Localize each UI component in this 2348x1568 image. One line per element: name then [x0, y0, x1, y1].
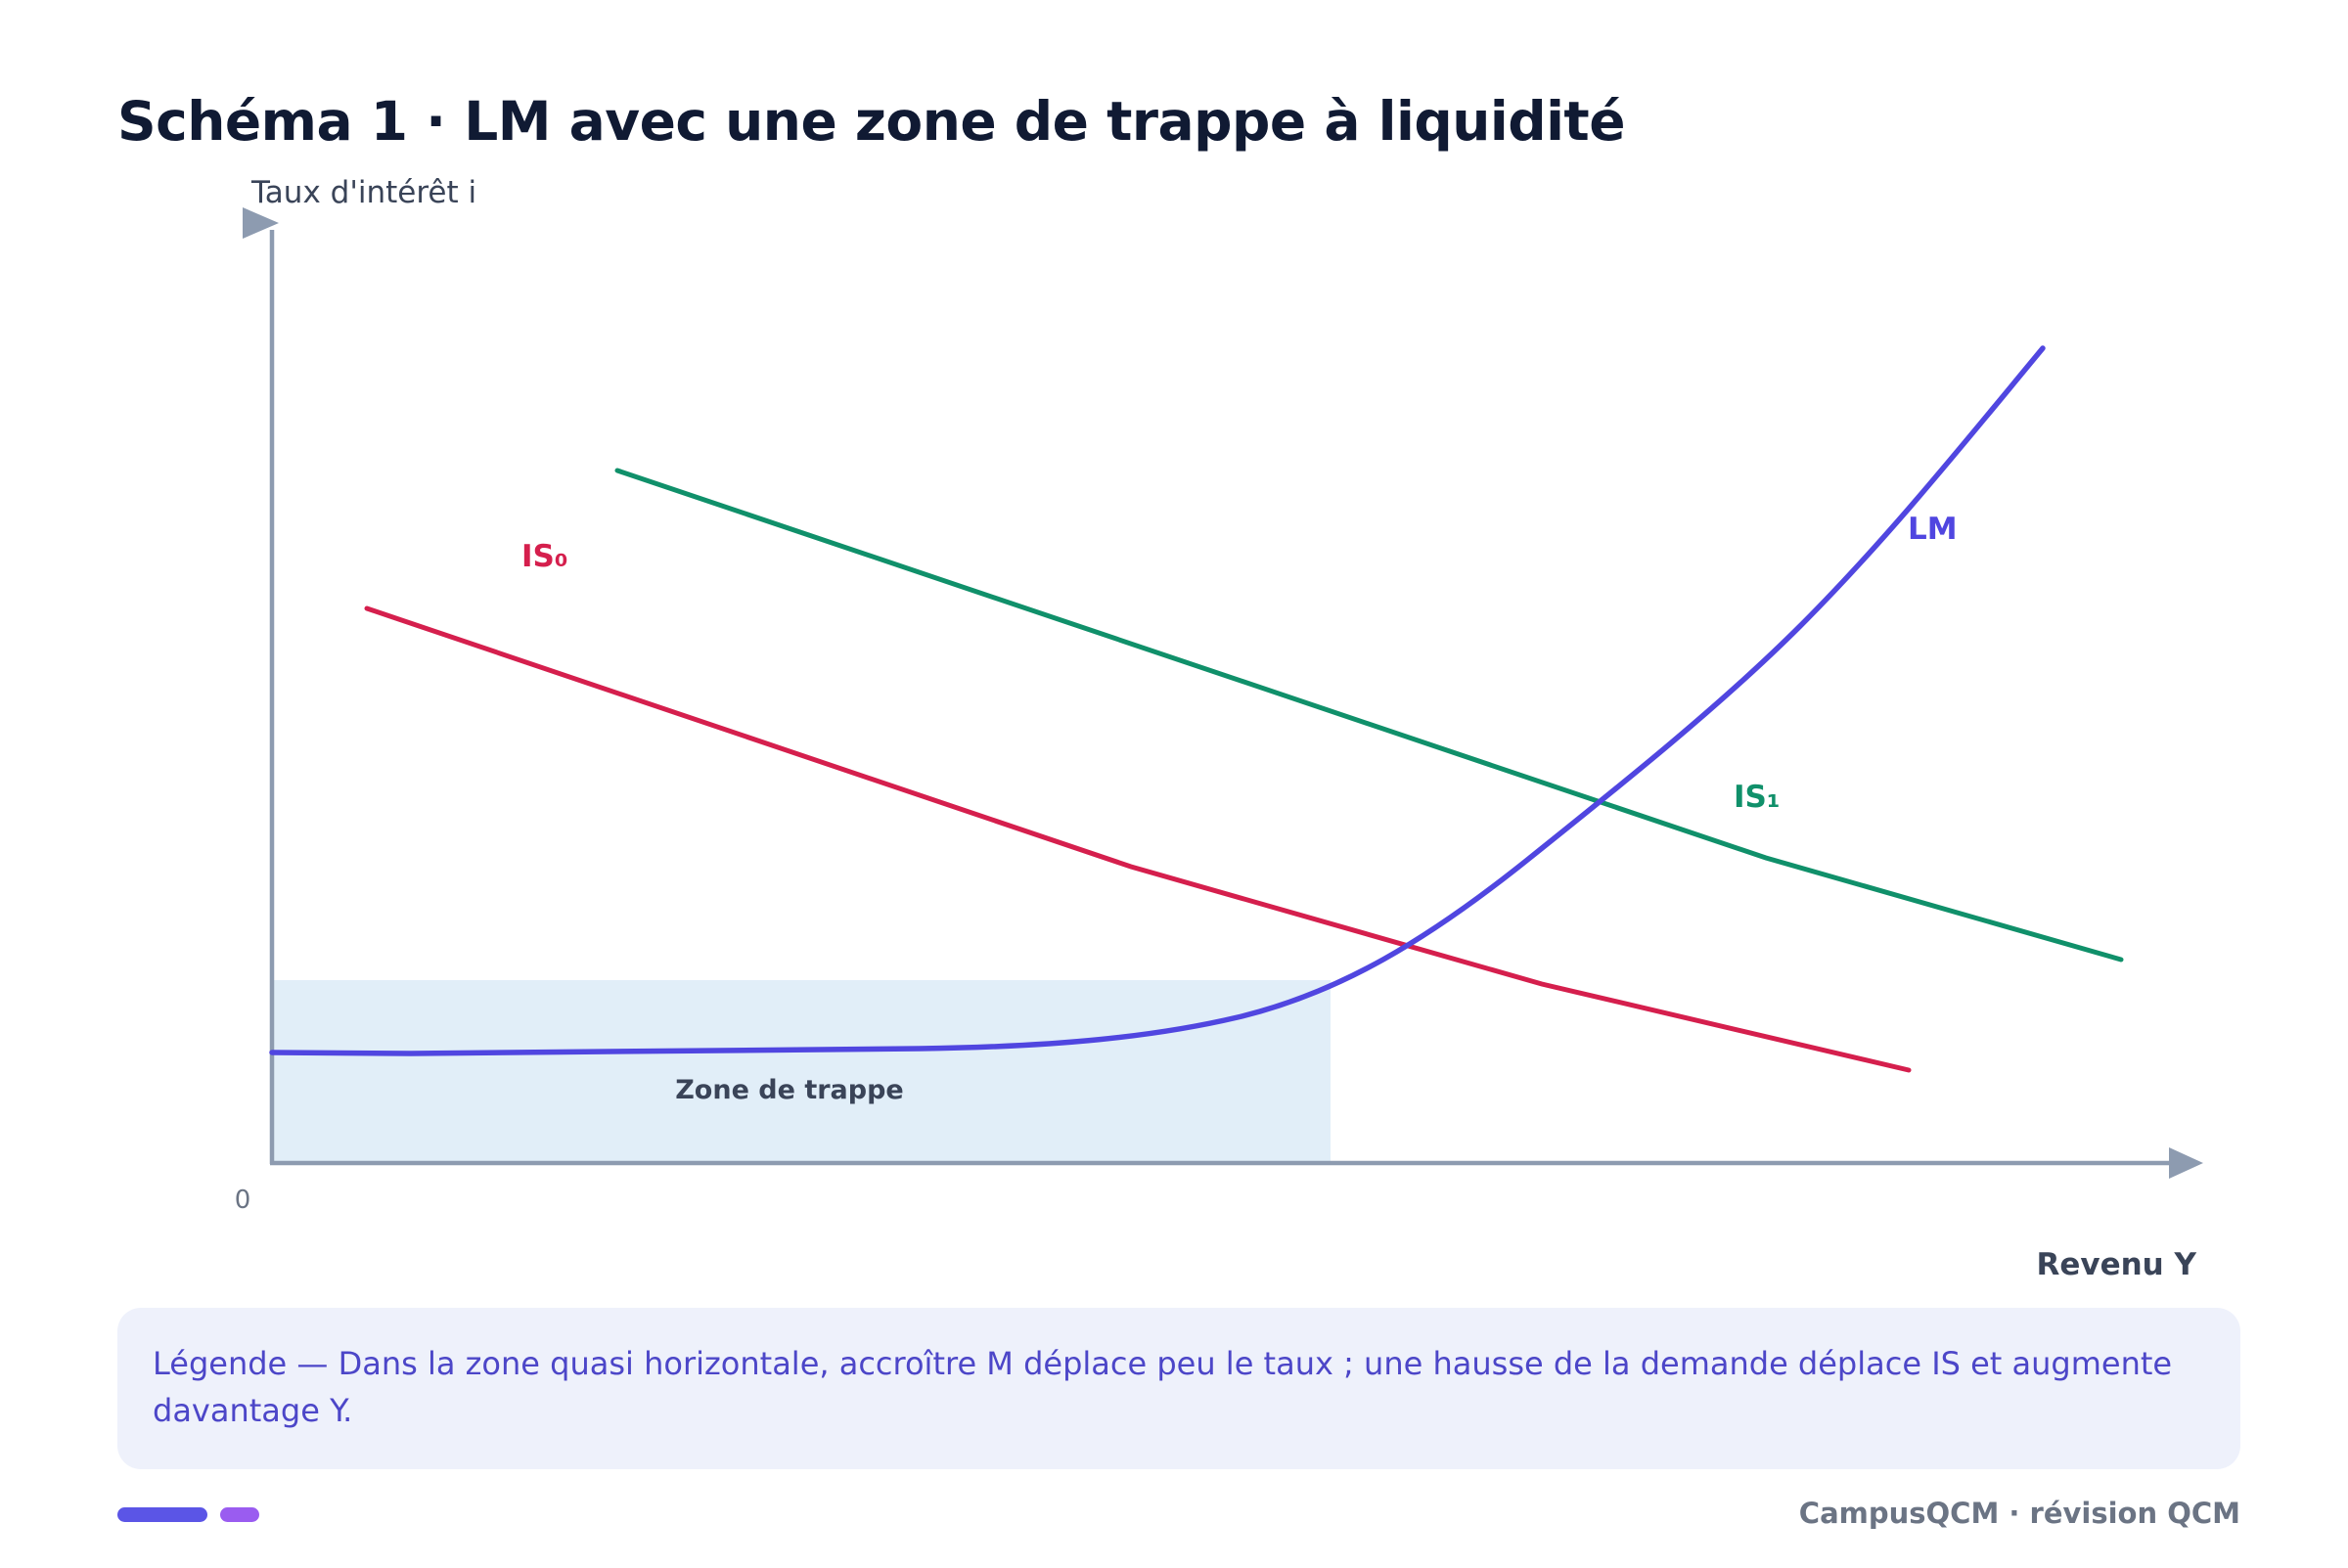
is0-label: IS₀: [521, 539, 567, 574]
is1-curve: [614, 468, 2124, 963]
liquidity-trap-zone: [272, 980, 1331, 1162]
islm-diagram: Taux d'intérêt i Revenu Y 0 Zone de trap…: [235, 175, 2203, 1282]
page-title: Schéma 1 · LM avec une zone de trappe à …: [117, 90, 1626, 153]
is1-label: IS₁: [1734, 780, 1780, 815]
zone-label: Zone de trappe: [675, 1075, 904, 1105]
is0-curve: [364, 605, 1912, 1073]
y-axis-label: Taux d'intérêt i: [250, 175, 476, 210]
legend-box: Légende — Dans la zone quasi horizontale…: [117, 1308, 2240, 1469]
x-axis-arrow-icon: [2169, 1147, 2203, 1179]
decorative-accent-bar: [117, 1507, 207, 1522]
origin-label: 0: [235, 1186, 251, 1215]
decorative-accent-dot: [220, 1507, 259, 1522]
lm-label: LM: [1908, 512, 1958, 547]
legend-text: Légende — Dans la zone quasi horizontale…: [153, 1345, 2173, 1429]
y-axis-arrow-icon: [243, 207, 279, 239]
lm-curve: [269, 345, 2046, 1056]
footer-credit: CampusQCM · révision QCM: [1798, 1497, 2240, 1530]
x-axis-label: Revenu Y: [2036, 1247, 2196, 1282]
